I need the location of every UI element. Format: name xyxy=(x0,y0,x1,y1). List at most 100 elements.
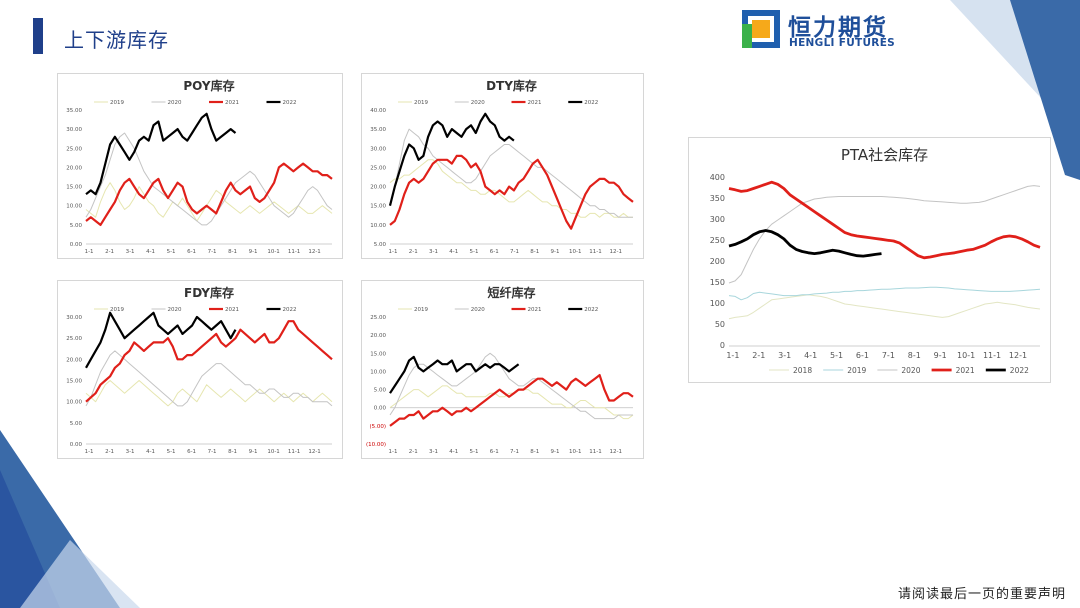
y-tick-label: 10.00 xyxy=(66,400,82,406)
legend-label-2022: 2022 xyxy=(584,100,598,106)
y-tick-label: 25.00 xyxy=(66,146,82,152)
chart-title: PTA社会库存 xyxy=(841,146,928,164)
x-tick-label: 5-1 xyxy=(167,249,176,255)
x-tick-label: 4-1 xyxy=(449,449,458,455)
chart-title: FDY库存 xyxy=(184,285,234,300)
x-tick-label: 11-1 xyxy=(589,449,601,455)
poy-chart: POY库存 2019 2020 2021 2022 0.00 5.00 10.00 15.00 2… xyxy=(57,73,343,259)
legend-label-2019: 2019 xyxy=(110,307,124,313)
legend-label-2022: 2022 xyxy=(584,307,598,313)
x-tick-label: 6-1 xyxy=(490,249,499,255)
chart-title: DTY库存 xyxy=(486,78,537,93)
series-line-2019 xyxy=(85,182,333,222)
x-tick-label: 7-1 xyxy=(510,249,519,255)
x-tick-label: 10-1 xyxy=(267,249,279,255)
y-tick-label: 20.00 xyxy=(370,333,386,339)
x-tick-label: 9-1 xyxy=(551,249,560,255)
pta-chart: PTA社会库存 2018 2019 2020 2021 2022 0 50 100 150 200 2… xyxy=(688,137,1051,383)
y-tick-label: 20.00 xyxy=(66,357,82,363)
series-line-2022 xyxy=(728,229,882,258)
series-line-2022 xyxy=(388,112,515,206)
y-tick-label: 200 xyxy=(710,257,725,266)
series-line-2019 xyxy=(389,385,634,420)
series-line-2021 xyxy=(728,180,1041,260)
x-tick-label: 12-1 xyxy=(308,249,320,255)
chart-title: 短纤库存 xyxy=(487,285,535,300)
x-tick-label: 7-1 xyxy=(510,449,519,455)
y-tick-label: 30.00 xyxy=(66,127,82,133)
y-tick-label: 40.00 xyxy=(370,108,386,114)
legend-label-2022: 2022 xyxy=(283,307,297,313)
y-tick-label: 15.00 xyxy=(370,204,386,210)
y-tick-label: 25.00 xyxy=(370,315,386,321)
fdy-chart-svg: FDY库存 2019 2020 2021 2022 0.00 5.00 10.00 15.00 2… xyxy=(66,285,333,455)
y-tick-label: 5.00 xyxy=(70,421,83,427)
legend-label-2019: 2019 xyxy=(414,100,428,106)
x-tick-label: 3-1 xyxy=(778,351,791,360)
y-tick-label: 300 xyxy=(710,215,725,224)
series-line-2019 xyxy=(728,286,1041,301)
x-tick-label: 4-1 xyxy=(146,249,155,255)
legend-label-2021: 2021 xyxy=(225,100,239,106)
x-tick-label: 8-1 xyxy=(228,449,237,455)
legend-label-2021: 2021 xyxy=(225,307,239,313)
y-tick-label: 30.00 xyxy=(66,315,82,321)
x-tick-label: 6-1 xyxy=(490,449,499,455)
x-tick-label: 4-1 xyxy=(449,249,458,255)
x-tick-label: 5-1 xyxy=(470,449,479,455)
x-tick-label: 2-1 xyxy=(409,249,418,255)
y-tick-label: (10.00) xyxy=(366,442,386,448)
y-tick-label: 20.00 xyxy=(370,185,386,191)
x-tick-label: 12-1 xyxy=(308,449,320,455)
x-tick-label: 2-1 xyxy=(409,449,418,455)
series-line-2021 xyxy=(389,154,634,230)
x-tick-label: 11-1 xyxy=(288,449,300,455)
pta-chart-svg: PTA社会库存 2018 2019 2020 2021 2022 0 50 100 150 200 2… xyxy=(710,146,1041,375)
legend-label-2020: 2020 xyxy=(168,307,182,313)
y-tick-label: 25.00 xyxy=(66,336,82,342)
legend-label-2020: 2020 xyxy=(901,366,920,375)
disclaimer-text: 请阅读最后一页的重要声明 xyxy=(897,587,1066,602)
x-tick-label: 7-1 xyxy=(882,351,895,360)
x-tick-label: 1-1 xyxy=(389,449,398,455)
x-tick-label: 1-1 xyxy=(85,449,94,455)
legend-label-2020: 2020 xyxy=(168,100,182,106)
x-tick-label: 12-1 xyxy=(610,449,622,455)
series-line-2018 xyxy=(728,294,1041,320)
x-tick-label: 8-1 xyxy=(908,351,921,360)
legend-label-2020: 2020 xyxy=(471,307,485,313)
y-tick-label: 0.00 xyxy=(70,442,83,448)
x-tick-label: 3-1 xyxy=(429,249,438,255)
x-tick-label: 8-1 xyxy=(530,249,539,255)
series-line-2019 xyxy=(389,159,633,218)
y-tick-label: 15.00 xyxy=(66,379,82,385)
x-tick-label: 1-1 xyxy=(85,249,94,255)
x-tick-label: 2-1 xyxy=(105,249,114,255)
psf-chart-svg: 短纤库存 2019 2020 2021 2022 (10.00) (5.00) 0.00 5.0… xyxy=(366,285,634,455)
x-tick-label: 6-1 xyxy=(856,351,869,360)
y-tick-label: 0.00 xyxy=(70,242,83,248)
logo-mark-icon xyxy=(742,10,780,48)
y-tick-label: 10.00 xyxy=(370,223,386,229)
x-tick-label: 9-1 xyxy=(249,249,258,255)
y-tick-label: 35.00 xyxy=(370,127,386,133)
series-line-2020 xyxy=(389,128,633,218)
x-tick-label: 12-1 xyxy=(1009,351,1027,360)
legend-label-2020: 2020 xyxy=(471,100,485,106)
y-tick-label: 250 xyxy=(710,236,725,245)
series-line-2021 xyxy=(85,162,333,226)
y-tick-label: 50 xyxy=(715,320,725,329)
legend-label-2019: 2019 xyxy=(847,366,866,375)
x-tick-label: 4-1 xyxy=(804,351,817,360)
x-tick-label: 3-1 xyxy=(429,449,438,455)
series-line-2020 xyxy=(85,350,333,407)
page-title: 上下游库存 xyxy=(64,28,169,52)
series-line-2021 xyxy=(389,373,634,427)
x-tick-label: 2-1 xyxy=(752,351,765,360)
legend-label-2021: 2021 xyxy=(528,100,542,106)
y-tick-label: 35.00 xyxy=(66,108,82,114)
y-tick-label: 20.00 xyxy=(66,165,82,171)
y-tick-label: 10.00 xyxy=(370,369,386,375)
y-tick-label: 25.00 xyxy=(370,165,386,171)
